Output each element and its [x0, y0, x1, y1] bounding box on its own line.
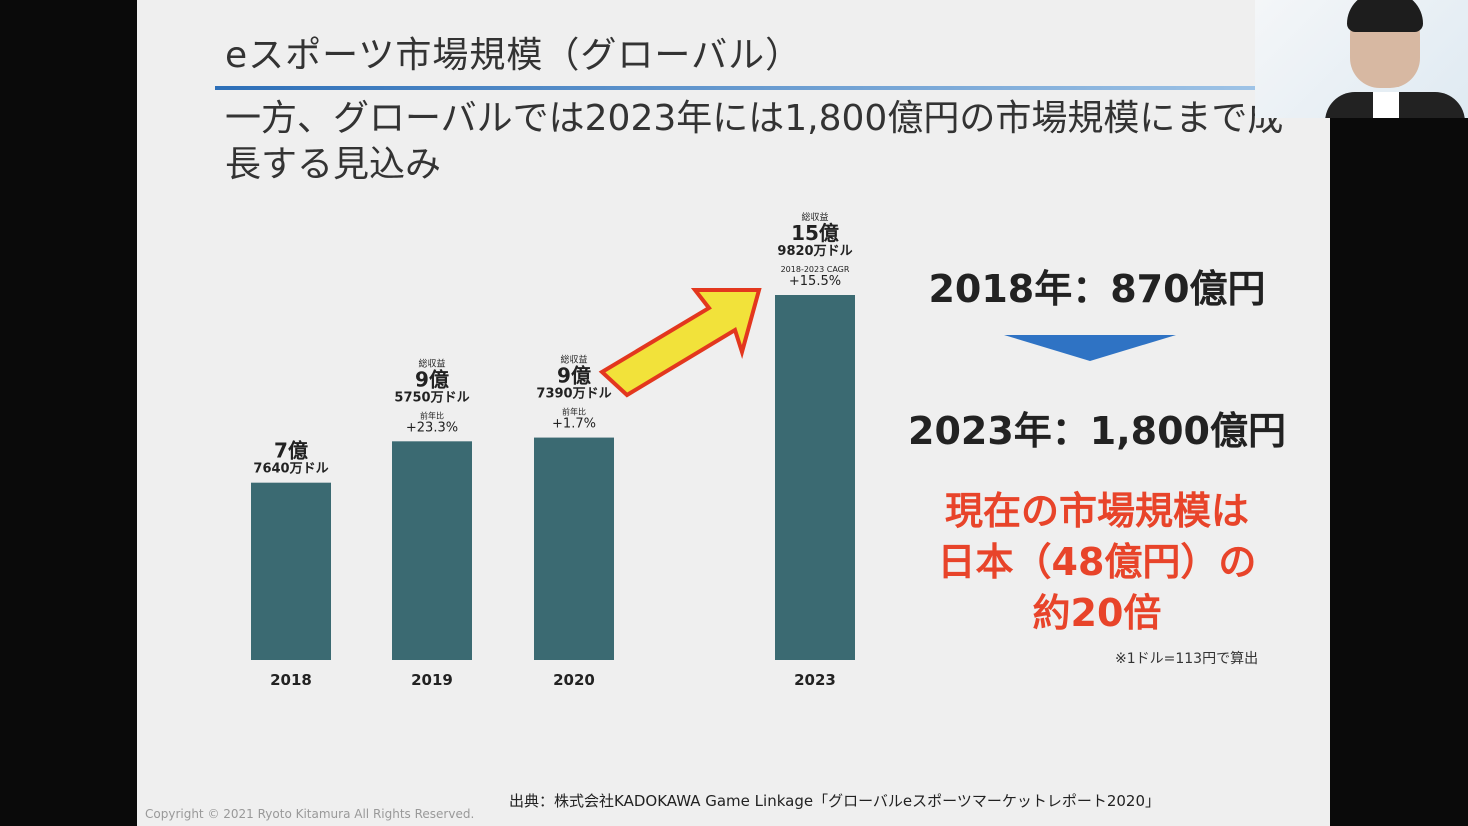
presenter-hair: [1347, 0, 1423, 32]
data-label-caption: 総収益: [560, 354, 587, 366]
summary-2018: 2018年：870億円: [928, 267, 1266, 311]
x-tick-label: 2023: [794, 671, 836, 689]
highlight-line: 現在の市場規模は: [944, 489, 1249, 533]
presenter-shirt: [1373, 92, 1399, 118]
bar: [392, 441, 472, 660]
bar-chart: 20187640万ドル7億2019+23.3%前年比5750万ドル9億総収益20…: [251, 211, 855, 689]
growth-label: +23.3%: [406, 420, 458, 435]
copyright: Copyright © 2021 Ryoto Kitamura All Righ…: [145, 807, 475, 821]
growth-caption: 前年比: [562, 407, 586, 417]
webcam-video: [1255, 0, 1468, 118]
summary-2023: 2023年：1,800億円: [908, 409, 1286, 453]
x-tick-label: 2020: [553, 671, 595, 689]
bar: [775, 295, 855, 660]
data-label-caption: 総収益: [801, 211, 828, 223]
growth-label: +15.5%: [789, 274, 841, 289]
growth-label: +1.7%: [552, 417, 596, 432]
data-label-main: 9億: [415, 367, 449, 391]
growth-caption: 2018-2023 CAGR: [781, 265, 850, 274]
slide-subtitle: 一方、グローバルでは2023年には1,800億円の市場規模にまで成長する見込み: [225, 98, 1284, 185]
x-tick-label: 2018: [270, 671, 312, 689]
highlight-line: 約20倍: [1032, 591, 1162, 635]
slide-title: eスポーツ市場規模（グローバル）: [225, 35, 803, 76]
data-label-main: 9億: [557, 364, 591, 388]
bar: [534, 437, 614, 660]
data-label-main: 7億: [274, 439, 308, 463]
data-label-sub: 7390万ドル: [536, 387, 611, 402]
data-label-sub: 9820万ドル: [777, 244, 852, 259]
source-citation: 出典：株式会社KADOKAWA Game Linkage「グローバルeスポーツマ…: [509, 792, 1161, 810]
data-label-sub: 5750万ドル: [394, 390, 469, 405]
data-label-main: 15億: [791, 221, 839, 245]
growth-caption: 前年比: [420, 410, 444, 420]
down-triangle-icon: [1004, 335, 1176, 361]
growth-arrow-icon: [598, 288, 762, 398]
presentation-slide: eスポーツ市場規模（グローバル） 一方、グローバルでは2023年には1,800億…: [137, 0, 1330, 826]
bar: [251, 482, 331, 660]
data-label-sub: 7640万ドル: [253, 462, 328, 477]
data-label-caption: 総収益: [418, 357, 445, 369]
exchange-rate-note: ※1ドル=113円で算出: [1115, 651, 1259, 667]
highlight-line: 日本（48億円）の: [937, 540, 1257, 584]
comparison-highlight: 現在の市場規模は 日本（48億円）の 約20倍: [877, 486, 1317, 639]
x-tick-label: 2019: [411, 671, 453, 689]
title-divider: [215, 86, 1255, 90]
